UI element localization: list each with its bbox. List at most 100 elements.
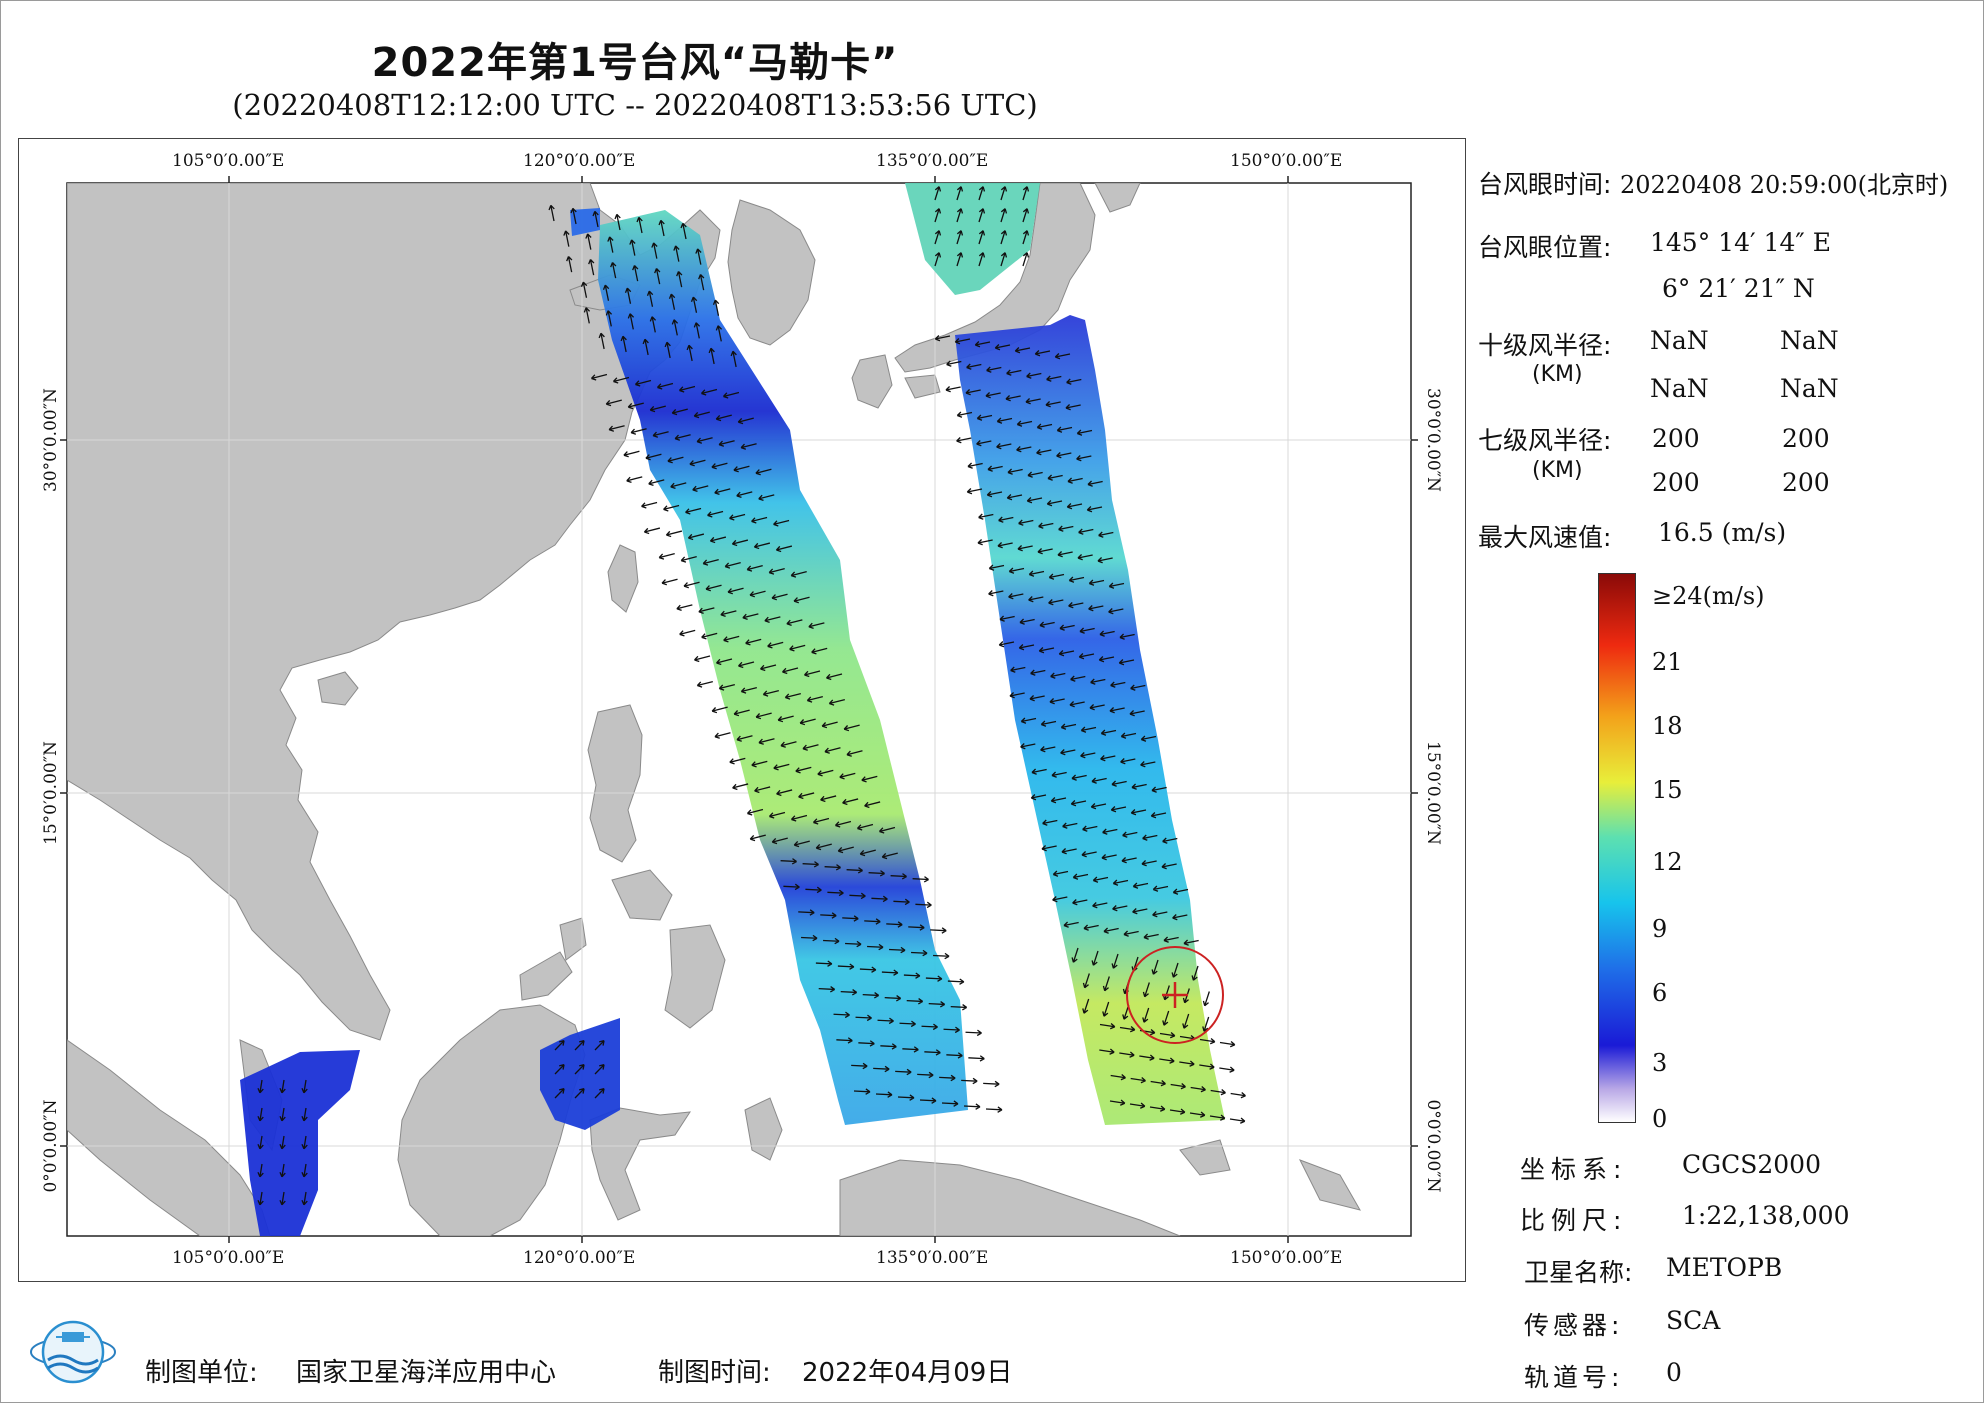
wind-vector bbox=[939, 1074, 956, 1082]
wind-vector bbox=[1082, 825, 1098, 832]
wind-vector bbox=[856, 823, 874, 831]
wind-vector bbox=[580, 281, 588, 298]
wind-vector bbox=[1202, 1016, 1210, 1032]
wind-vector bbox=[574, 1040, 585, 1051]
wind-vector bbox=[934, 230, 942, 245]
wind-vector bbox=[871, 895, 888, 903]
wind-vector bbox=[1109, 707, 1125, 714]
wind-vector bbox=[679, 629, 696, 637]
lat-label-left-30: 30°0′0.00″N bbox=[41, 388, 61, 492]
wind-vectors bbox=[257, 186, 1246, 1206]
wind-vector bbox=[257, 1079, 264, 1094]
lat-label-left-0: 0°0′0.00″N bbox=[41, 1099, 61, 1193]
wind-vector bbox=[999, 615, 1015, 622]
wind-vector bbox=[1047, 474, 1063, 481]
lat-label-right-30: 30°0′0.00″N bbox=[1423, 388, 1443, 492]
wind-vector bbox=[1049, 698, 1065, 705]
wind-vector bbox=[954, 338, 971, 345]
wind-vector bbox=[824, 864, 841, 871]
footer-unit-value: 国家卫星海洋应用中心 bbox=[296, 1358, 557, 1388]
wind-vector bbox=[1142, 834, 1158, 841]
r10-se: NaN bbox=[1780, 326, 1839, 355]
wind-vector bbox=[1018, 644, 1035, 651]
wind-swaths bbox=[240, 183, 1225, 1236]
wind-vector bbox=[773, 763, 790, 771]
wind-vector bbox=[793, 596, 810, 604]
wind-vector bbox=[566, 256, 573, 273]
wind-vector bbox=[941, 1100, 959, 1107]
wind-vector bbox=[1190, 1085, 1206, 1093]
wind-vector bbox=[1017, 545, 1033, 552]
wind-vector bbox=[1102, 828, 1118, 835]
wind-vector bbox=[1140, 735, 1157, 742]
wind-vector bbox=[711, 706, 728, 714]
wind-vector bbox=[911, 949, 928, 957]
eye-position-label: 台风眼位置: bbox=[1478, 233, 1612, 262]
wind-vector bbox=[1077, 554, 1093, 561]
wind-vector bbox=[1132, 908, 1148, 915]
wind-vector bbox=[1082, 973, 1090, 989]
wind-vector bbox=[626, 476, 643, 484]
wind-vector bbox=[976, 414, 993, 421]
wind-vector bbox=[683, 581, 700, 589]
wind-vector bbox=[693, 322, 701, 339]
wind-vector bbox=[934, 208, 942, 223]
wind-vector bbox=[978, 513, 994, 520]
r10-nw: NaN bbox=[1780, 374, 1839, 403]
wind-vector bbox=[760, 664, 777, 672]
wind-vector bbox=[1209, 1114, 1226, 1121]
wind-vector bbox=[789, 644, 806, 652]
wind-vector bbox=[1026, 497, 1043, 504]
wind-vector bbox=[906, 998, 924, 1005]
wind-vector bbox=[1000, 230, 1008, 245]
wind-vector bbox=[645, 453, 662, 461]
wind-vector bbox=[1219, 1040, 1236, 1048]
wind-vector bbox=[612, 376, 630, 384]
wind-vector bbox=[889, 946, 906, 954]
wind-vector bbox=[731, 539, 749, 547]
wind-vector bbox=[702, 559, 719, 566]
wind-vector bbox=[716, 658, 733, 666]
wind-vector bbox=[842, 915, 859, 922]
wind-vector bbox=[598, 332, 605, 350]
wind-vector bbox=[658, 219, 665, 237]
wind-vector bbox=[855, 1014, 872, 1022]
swath-east bbox=[955, 315, 1225, 1125]
colorbar-tick-24: ≥24(m/s) bbox=[1652, 582, 1765, 610]
wind-vector bbox=[1038, 522, 1054, 529]
wind-field-map[interactable] bbox=[0, 0, 1470, 1290]
axis-ticks bbox=[60, 176, 1418, 1243]
wind-vector bbox=[751, 760, 768, 768]
wind-vector bbox=[997, 542, 1013, 549]
wind-vector bbox=[1189, 1111, 1206, 1118]
wind-vector bbox=[301, 1107, 308, 1122]
r7-ne: 200 bbox=[1652, 424, 1700, 453]
max-wind-value: 16.5 (m/s) bbox=[1658, 518, 1787, 547]
wind-vector bbox=[828, 698, 845, 706]
wind-vector bbox=[1089, 704, 1105, 711]
wind-vector bbox=[1068, 576, 1085, 583]
wind-vector bbox=[839, 772, 856, 780]
wind-vector bbox=[917, 1071, 934, 1079]
wind-vector bbox=[698, 274, 705, 291]
wind-vector bbox=[1119, 1051, 1135, 1058]
wind-vector bbox=[656, 382, 674, 390]
wind-vector bbox=[815, 843, 832, 851]
wind-vector bbox=[845, 940, 862, 948]
wind-vector bbox=[1140, 761, 1156, 768]
r10-label: 十级风半径: bbox=[1478, 331, 1612, 360]
wind-vector bbox=[823, 937, 840, 945]
orbit-value: 0 bbox=[1666, 1358, 1682, 1387]
wind-vector bbox=[680, 556, 697, 563]
wind-vector bbox=[1026, 372, 1042, 379]
wind-vector bbox=[1018, 519, 1034, 526]
wind-vector bbox=[738, 661, 755, 669]
wind-vector bbox=[1139, 1054, 1155, 1061]
wind-vector bbox=[1038, 647, 1055, 654]
wind-vector bbox=[983, 1080, 1000, 1088]
wind-vector bbox=[762, 689, 779, 697]
footer-date-label: 制图时间: bbox=[658, 1358, 771, 1388]
wind-vector bbox=[570, 207, 577, 225]
wind-vector bbox=[1229, 1117, 1246, 1124]
wind-vector bbox=[780, 858, 797, 865]
